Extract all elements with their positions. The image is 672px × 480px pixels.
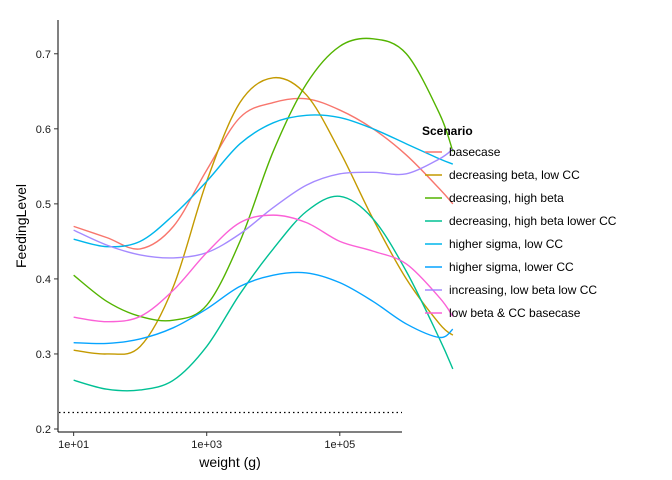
series-line-1: [73, 97, 454, 250]
y-tick-label: 0.3: [36, 349, 51, 361]
legend-label-1: basecase: [449, 145, 501, 159]
x-tick-label: 1e+03: [191, 439, 222, 451]
legend-title: Scenario: [422, 124, 473, 138]
x-axis-ticks: 1e+01 1e+03 1e+05: [58, 432, 355, 451]
y-tick-label: 0.7: [36, 49, 51, 61]
legend-label-2: decreasing beta, low CC: [449, 168, 580, 182]
series-line-2: [73, 76, 454, 355]
y-axis-title: FeedingLevel: [13, 184, 29, 268]
series-layer: [73, 37, 454, 392]
legend-label-8: low beta & CC basecase: [449, 306, 581, 320]
y-tick-label: 0.5: [36, 199, 51, 211]
x-tick-label: 1e+05: [324, 439, 355, 451]
y-tick-label: 0.6: [36, 124, 51, 136]
legend-label-4: decreasing, high beta lower CC: [449, 214, 617, 228]
legend-label-5: higher sigma, low CC: [449, 237, 563, 251]
series-line-8: [73, 214, 454, 323]
y-tick-label: 0.2: [36, 424, 51, 436]
x-tick-label: 1e+01: [58, 439, 89, 451]
legend: Scenario basecase decreasing beta, low CC…: [422, 124, 617, 320]
x-axis-title: weight (g): [198, 454, 260, 470]
y-tick-label: 0.4: [36, 274, 51, 286]
series-line-5: [73, 114, 454, 248]
legend-label-3: decreasing, high beta: [449, 191, 564, 205]
series-line-7: [73, 148, 454, 259]
legend-items: basecase decreasing beta, low CC decreasin…: [425, 145, 617, 320]
legend-label-6: higher sigma, lower CC: [449, 260, 574, 274]
y-axis-ticks: 0.2 0.3 0.4 0.5 0.6 0.7: [36, 49, 58, 436]
legend-label-7: increasing, low beta low CC: [449, 283, 597, 297]
series-line-4: [73, 195, 454, 392]
series-line-6: [73, 271, 454, 345]
